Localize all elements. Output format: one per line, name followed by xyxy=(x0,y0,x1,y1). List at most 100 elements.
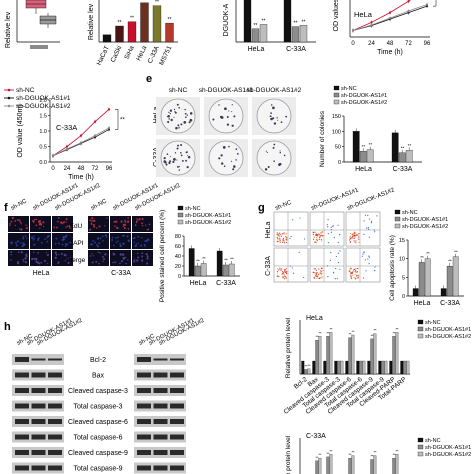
flow-plot xyxy=(345,211,381,247)
event-dot xyxy=(318,277,320,279)
sig-mark: ** xyxy=(373,328,377,333)
event-dot xyxy=(282,237,285,239)
cell-nucleus xyxy=(16,262,19,265)
event-dot xyxy=(281,273,284,275)
sig-mark: ** xyxy=(351,329,355,334)
colony xyxy=(279,151,281,154)
event-dot xyxy=(365,270,367,272)
cell-nucleus xyxy=(91,220,93,222)
colony xyxy=(189,118,193,122)
cell-nucleus xyxy=(141,237,143,239)
cell-nucleus xyxy=(20,223,22,225)
cell-nucleus xyxy=(127,259,129,261)
event-dot xyxy=(363,251,365,253)
bar-8-0 xyxy=(389,360,393,375)
event-dot xyxy=(320,232,322,235)
blot-band xyxy=(48,358,62,361)
micro-panel xyxy=(132,233,153,249)
cell-nucleus xyxy=(23,243,26,246)
sig-mark: ** xyxy=(254,23,258,29)
event-dot xyxy=(364,259,367,261)
colony xyxy=(212,118,215,121)
event-dot xyxy=(289,265,292,267)
cell-nucleus xyxy=(93,241,96,244)
legend-label: sh-NC xyxy=(402,210,418,216)
event-dot xyxy=(334,278,336,280)
chart-title: C-33A xyxy=(56,123,77,132)
micro-panel xyxy=(132,216,153,232)
culture-plate xyxy=(208,98,244,134)
blot-band xyxy=(170,419,184,424)
event-dot xyxy=(290,235,292,238)
event-dot xyxy=(355,278,357,280)
sig-mark: ** xyxy=(348,332,352,337)
cell-nucleus xyxy=(104,234,107,237)
blot-band xyxy=(137,419,151,424)
event-dot xyxy=(326,265,329,267)
colony xyxy=(270,112,272,114)
cell-nucleus xyxy=(11,216,14,220)
colony xyxy=(236,152,239,155)
event-dot xyxy=(370,220,373,223)
colony xyxy=(184,112,187,115)
blot-band xyxy=(137,465,151,471)
event-dot xyxy=(313,232,315,234)
column-label: sh-NC xyxy=(10,198,28,212)
event-dot xyxy=(282,233,284,235)
event-dot xyxy=(292,219,294,221)
event-dot xyxy=(368,263,370,265)
colony xyxy=(222,146,226,149)
flow-plot xyxy=(273,211,309,247)
cell-nucleus xyxy=(91,253,93,255)
colony xyxy=(189,112,193,115)
event-dot xyxy=(277,233,280,235)
colony xyxy=(285,115,288,118)
micro-panel xyxy=(8,216,29,232)
colony xyxy=(180,152,182,154)
cell-nucleus xyxy=(133,236,136,240)
row-label: HeLa xyxy=(265,222,272,239)
chart-title: HeLa xyxy=(306,315,323,322)
column-label: sh-DGUOK-AS1#1 xyxy=(148,318,196,347)
sig-mark: ** xyxy=(196,259,200,264)
bar-8-2 xyxy=(395,332,399,375)
cell-nucleus xyxy=(68,225,71,228)
cell-nucleus xyxy=(145,253,148,256)
bar-HeLa-2 xyxy=(259,24,268,43)
cell-nucleus xyxy=(20,251,23,254)
legend-swatch xyxy=(394,209,401,215)
event-dot xyxy=(332,271,335,273)
cell-nucleus xyxy=(121,253,125,256)
group-label: C-33A xyxy=(111,270,131,277)
legend-label: sh-DGUOK-AS1#1 xyxy=(425,445,471,451)
micro-panel xyxy=(88,216,109,232)
blot-band xyxy=(31,358,46,361)
colony xyxy=(180,143,183,146)
row-label: Merge xyxy=(67,257,86,264)
event-dot xyxy=(319,234,321,236)
bar-4-1 xyxy=(348,337,352,375)
event-dot xyxy=(277,275,279,278)
event-dot xyxy=(364,214,367,216)
bar-1-1 xyxy=(315,460,319,474)
cell-nucleus xyxy=(146,255,149,258)
cell-nucleus xyxy=(119,262,121,265)
y-tick-label: 0 xyxy=(402,294,405,300)
x-tick-label: 24 xyxy=(368,41,375,47)
bar-HaCaT xyxy=(102,34,112,43)
event-dot xyxy=(327,226,329,228)
cell-nucleus xyxy=(33,218,36,221)
blot-band xyxy=(153,465,168,471)
event-dot xyxy=(314,268,316,270)
event-dot xyxy=(286,237,288,239)
event-dot xyxy=(282,238,284,240)
event-dot xyxy=(276,241,279,243)
event-dot xyxy=(316,237,318,239)
culture-plate xyxy=(256,140,292,176)
event-dot xyxy=(356,275,358,277)
bar-CaSki xyxy=(115,25,124,43)
cell-nucleus xyxy=(96,245,100,248)
event-dot xyxy=(330,231,333,233)
event-dot xyxy=(316,234,318,237)
